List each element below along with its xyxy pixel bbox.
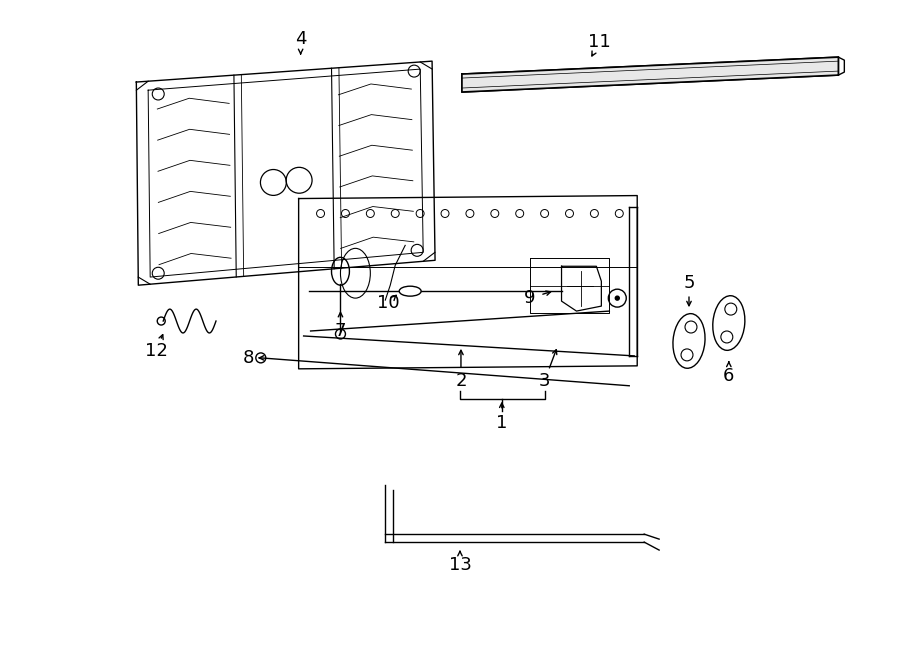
Ellipse shape bbox=[400, 286, 421, 296]
Text: 7: 7 bbox=[335, 322, 346, 340]
Polygon shape bbox=[462, 57, 839, 92]
Text: 2: 2 bbox=[455, 371, 467, 390]
Text: 11: 11 bbox=[588, 33, 611, 51]
Text: 10: 10 bbox=[377, 294, 400, 312]
Text: 5: 5 bbox=[683, 274, 695, 292]
Text: 8: 8 bbox=[243, 349, 255, 367]
Text: 6: 6 bbox=[723, 367, 734, 385]
Text: 13: 13 bbox=[448, 556, 472, 574]
Text: 1: 1 bbox=[496, 414, 508, 432]
Text: 4: 4 bbox=[295, 30, 306, 48]
Circle shape bbox=[616, 296, 619, 300]
Text: 12: 12 bbox=[145, 342, 167, 360]
Text: 3: 3 bbox=[539, 371, 551, 390]
Text: 9: 9 bbox=[524, 289, 536, 307]
